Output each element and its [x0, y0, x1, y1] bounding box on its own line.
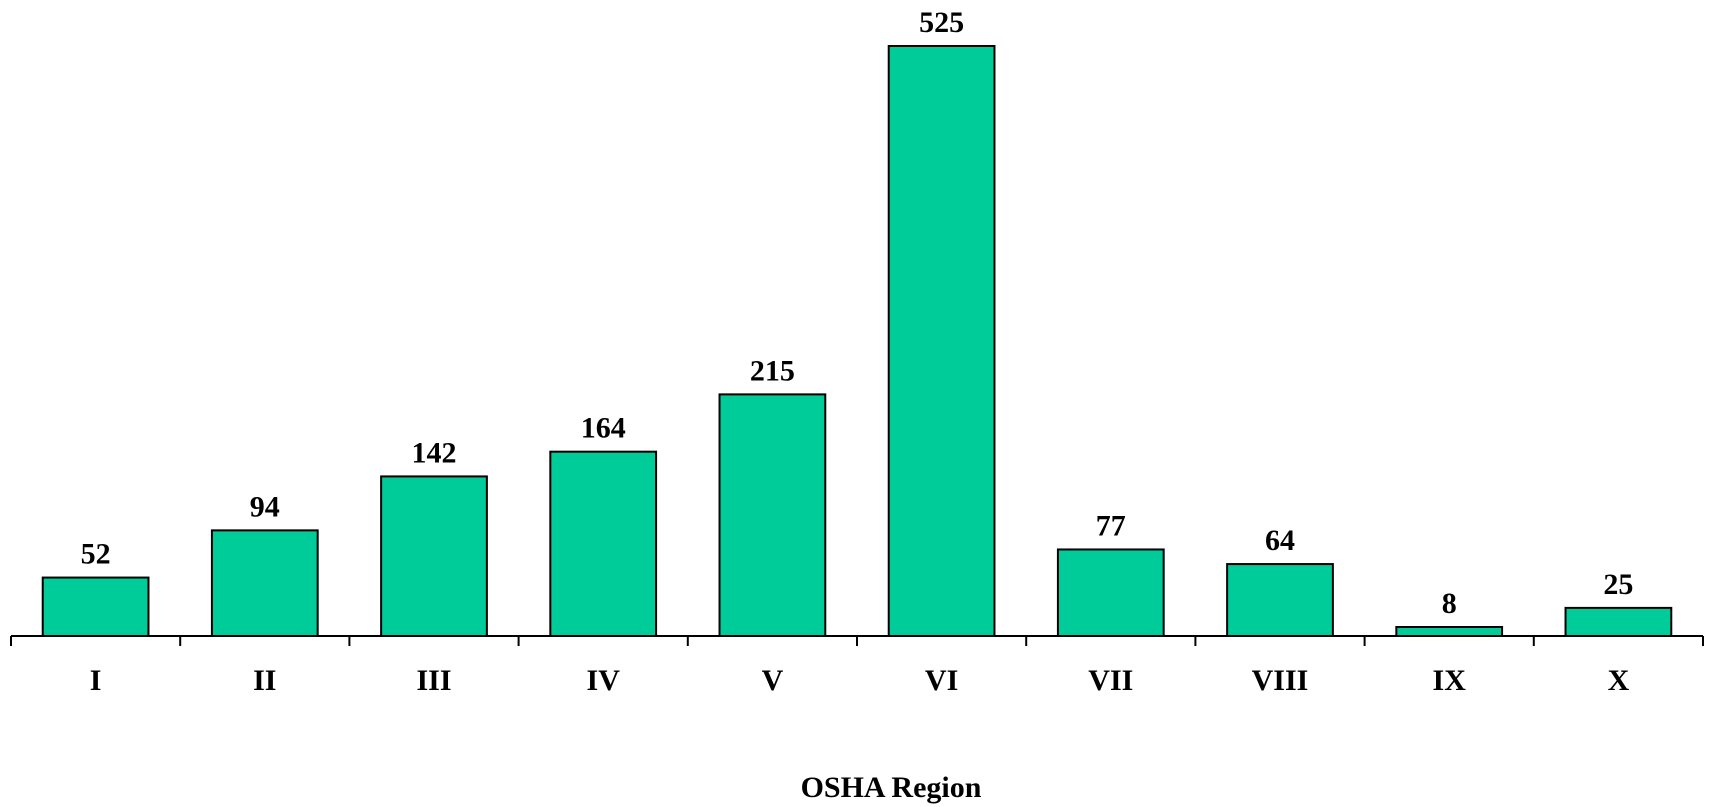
x-tick-label: IX: [1433, 664, 1467, 697]
x-tick-label: I: [90, 664, 102, 697]
x-tick-label: II: [253, 664, 276, 697]
data-label: 94: [250, 490, 280, 523]
bar: [718, 393, 827, 637]
bar: [380, 475, 488, 637]
bar: [41, 576, 150, 637]
bar: [1226, 563, 1334, 637]
data-label: 8: [1442, 587, 1457, 620]
x-tick-label: IV: [587, 664, 621, 697]
data-label: 25: [1603, 568, 1633, 601]
data-label: 64: [1265, 524, 1295, 557]
x-tick-label: VI: [925, 664, 958, 697]
x-tick-label: VIII: [1252, 664, 1309, 697]
data-label: 525: [919, 6, 964, 39]
data-label: 215: [750, 354, 795, 387]
bar: [210, 529, 319, 637]
x-tick-label: VII: [1088, 664, 1133, 697]
x-tick-label: X: [1608, 664, 1630, 697]
bar: [549, 450, 658, 638]
x-tick-label: III: [416, 664, 451, 697]
bar: [1564, 606, 1673, 638]
data-label: 164: [581, 412, 626, 445]
x-tick-label: V: [762, 664, 784, 697]
bar: [1395, 626, 1504, 637]
x-axis-title: OSHA Region: [801, 771, 982, 804]
bar: [887, 45, 996, 637]
data-label: 142: [412, 436, 457, 469]
bar: [1056, 548, 1165, 638]
data-label: 52: [81, 538, 111, 571]
data-label: 77: [1096, 509, 1126, 542]
